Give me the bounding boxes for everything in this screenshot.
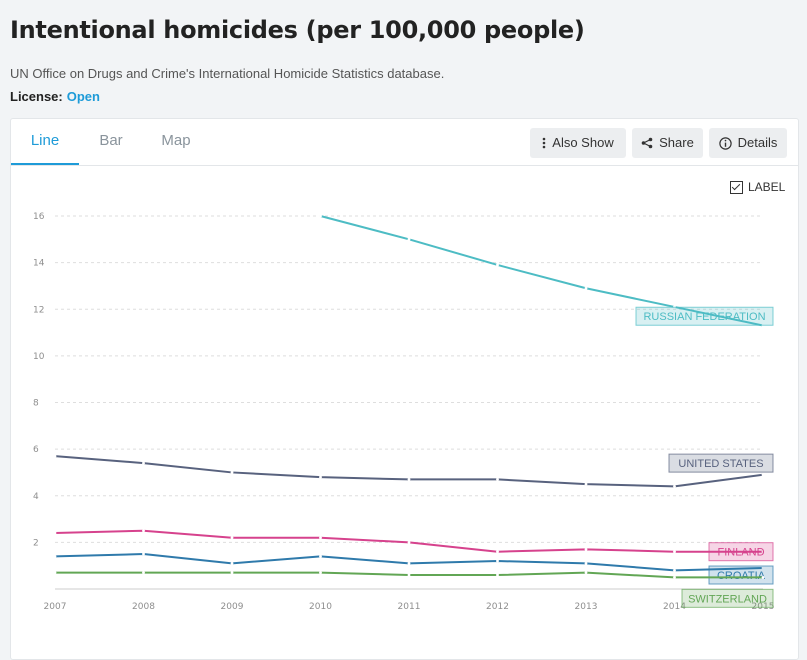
data-point-switzerland xyxy=(761,575,765,579)
data-point-finland xyxy=(761,550,765,554)
x-tick-label: 2010 xyxy=(309,602,332,612)
series-label-switzerland: SWITZERLAND xyxy=(688,593,767,605)
data-point-switzerland xyxy=(230,571,234,575)
share-icon xyxy=(641,137,653,149)
x-tick-label: 2011 xyxy=(398,602,421,612)
x-tick-label: 2007 xyxy=(44,602,67,612)
x-tick-label: 2012 xyxy=(486,602,509,612)
details-label: Details xyxy=(737,135,778,150)
label-toggle-text: LABEL xyxy=(748,180,786,194)
x-tick-label: 2014 xyxy=(663,602,686,612)
data-point-russian-federation xyxy=(319,214,322,218)
y-tick-label: 8 xyxy=(33,399,39,409)
x-tick-label: 2008 xyxy=(132,602,155,612)
data-point-switzerland xyxy=(319,571,322,575)
data-point-finland xyxy=(673,550,676,554)
data-point-russian-federation xyxy=(496,263,499,267)
x-tick-label: 2013 xyxy=(575,602,598,612)
data-point-croatia xyxy=(407,561,411,565)
data-point-finland xyxy=(142,529,145,533)
series-label-box xyxy=(708,565,774,585)
data-point-switzerland xyxy=(407,573,411,577)
line-chart: 2 4 6 8 10 12 14 16 2007 2008 2009 2010 2011 2012 2013… xyxy=(33,212,774,612)
share-button[interactable]: Share xyxy=(632,128,703,158)
data-point-finland xyxy=(584,547,588,551)
info-icon xyxy=(718,136,732,150)
series-line-united-states xyxy=(54,455,764,488)
data-point-finland xyxy=(496,550,499,554)
series-label-box xyxy=(681,588,774,608)
data-point-united-states xyxy=(319,475,322,479)
tab-bar-chart[interactable]: Bar xyxy=(99,132,123,149)
y-tick-label: 6 xyxy=(33,445,39,455)
data-point-croatia xyxy=(142,552,145,556)
data-point-croatia xyxy=(496,559,499,563)
data-point-croatia xyxy=(53,554,57,558)
data-point-croatia xyxy=(584,561,588,565)
details-button[interactable]: Details xyxy=(709,128,787,158)
also-show-button[interactable]: Also Show xyxy=(530,128,626,158)
more-vertical-icon xyxy=(542,137,546,149)
y-tick-label: 4 xyxy=(33,492,39,502)
series-label-box xyxy=(708,542,774,562)
y-tick-label: 12 xyxy=(33,305,44,315)
tab-line[interactable]: Line xyxy=(11,119,79,165)
also-show-label: Also Show xyxy=(552,135,614,150)
data-point-croatia xyxy=(319,554,322,558)
license-link[interactable]: Open xyxy=(66,89,100,104)
data-point-croatia xyxy=(230,561,234,565)
data-point-united-states xyxy=(673,485,676,488)
series-label-box xyxy=(668,453,774,473)
x-tick-label: 2009 xyxy=(221,602,244,612)
series-label-russian-federation: RUSSIAN FEDERATION xyxy=(643,311,765,323)
page-title: Intentional homicides (per 100,000 peopl… xyxy=(10,16,585,44)
label-checkbox[interactable] xyxy=(730,180,743,194)
y-tick-label: 10 xyxy=(33,352,45,362)
series-label-finland: FINLAND xyxy=(717,547,764,559)
data-point-finland xyxy=(230,536,234,540)
label-toggle[interactable]: LABEL xyxy=(730,179,785,195)
data-point-finland xyxy=(53,531,57,535)
share-label: Share xyxy=(659,135,694,150)
series-line-russian-federation xyxy=(320,215,764,327)
y-tick-label: 14 xyxy=(33,259,45,269)
tab-bar: Line Bar Map Also Show Share Details xyxy=(11,119,798,166)
tab-map[interactable]: Map xyxy=(161,132,191,149)
data-point-switzerland xyxy=(673,575,676,579)
data-point-switzerland xyxy=(142,571,145,575)
y-tick-label: 2 xyxy=(33,538,39,548)
data-point-united-states xyxy=(230,471,234,474)
data-point-united-states xyxy=(496,478,499,481)
data-point-russian-federation xyxy=(584,286,588,290)
data-point-united-states xyxy=(584,482,588,486)
data-point-switzerland xyxy=(53,571,57,575)
license-line: License: Open xyxy=(10,89,100,104)
series-label-croatia: CROATIA xyxy=(717,570,766,582)
data-point-finland xyxy=(319,536,322,540)
data-point-switzerland xyxy=(584,571,588,575)
y-tick-label: 16 xyxy=(33,212,45,222)
data-point-russian-federation xyxy=(407,237,411,241)
chart-card: Line Bar Map Also Show Share Details LAB… xyxy=(10,118,799,660)
license-label: License: xyxy=(10,89,63,104)
data-point-united-states xyxy=(761,473,765,477)
data-point-switzerland xyxy=(496,573,499,577)
data-point-croatia xyxy=(761,566,765,570)
data-point-united-states xyxy=(407,478,411,481)
data-point-finland xyxy=(407,540,411,544)
series-label-box xyxy=(635,306,774,326)
data-point-croatia xyxy=(673,568,676,572)
data-point-united-states xyxy=(142,461,145,465)
data-point-united-states xyxy=(53,454,57,458)
source-text: UN Office on Drugs and Crime's Internati… xyxy=(10,66,445,81)
series-label-united-states: UNITED STATES xyxy=(678,458,763,470)
